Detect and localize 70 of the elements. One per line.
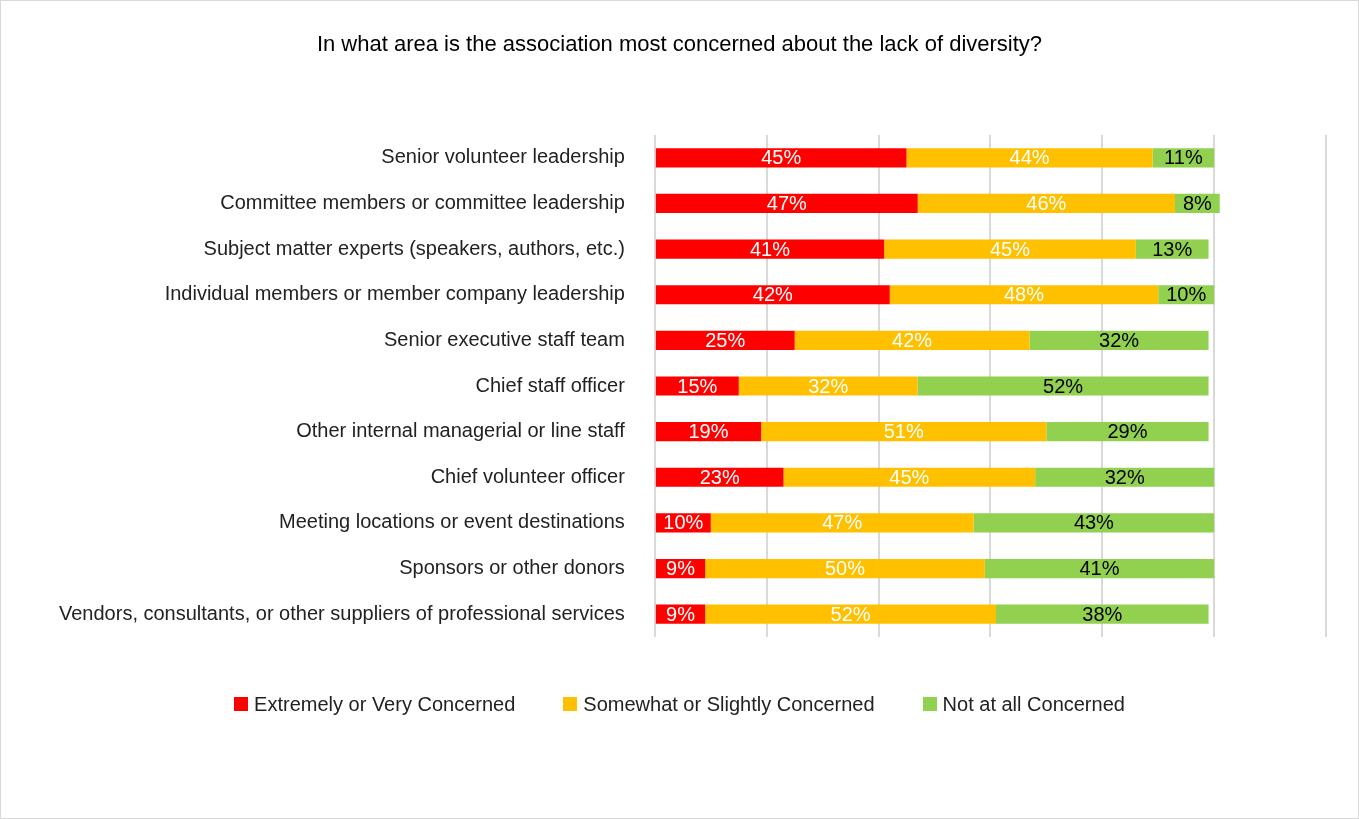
bar [705,558,985,579]
data-label: 42% [752,283,794,306]
data-label: 15% [677,374,718,397]
data-label: 38% [1082,602,1123,625]
data-label: 43% [1073,511,1115,534]
data-label: 19% [688,420,729,443]
data-label: 32% [1104,465,1145,488]
data-label: 47% [766,191,808,214]
data-label: 45% [989,237,1031,260]
bar [705,604,997,624]
data-label: 32% [1099,328,1140,351]
bar [1029,330,1209,350]
bar [655,285,890,305]
data-label: 41% [1079,557,1120,580]
bar [906,148,1153,168]
data-label: 23% [699,465,740,488]
y-tick-label: Individual members or member company leadership [164,282,625,305]
data-label: 32% [808,374,849,397]
data-label: 51% [883,420,924,443]
data-label: 50% [824,557,866,580]
data-label: 25% [705,328,746,351]
bar [889,285,1159,305]
y-tick-label: Meeting locations or event destinations [279,510,625,533]
data-label: 11% [1164,146,1203,169]
data-label: 41% [749,237,791,260]
y-tick-label: Chief staff officer [475,373,626,396]
data-label: 46% [1026,191,1067,214]
bar [761,422,1047,442]
y-tick-label: Subject matter experts (speakers, authors, etc.) [203,236,625,259]
data-label: 29% [1107,420,1148,443]
bar [1035,467,1215,487]
data-label: 9% [666,602,696,625]
bar [984,558,1215,579]
legend-label: Not at all Concerned [941,693,1125,716]
data-label: 10% [1166,283,1207,306]
y-tick-label: Chief volunteer officer [430,464,626,487]
data-label: 52% [1043,374,1084,397]
y-tick-label: Senior volunteer leadership [381,145,625,168]
y-tick-label: Vendors, consultants, or other suppliers of professional services [58,601,625,624]
data-label: 47% [822,511,863,534]
y-tick-label: Other internal managerial or line staff [296,419,626,442]
data-label: 45% [761,146,802,169]
y-tick-label: Senior executive staff team [383,327,625,350]
bar [884,239,1136,259]
data-label: 9% [666,557,696,580]
data-label: 45% [889,465,930,488]
bar [655,193,918,214]
bar [655,239,885,259]
bar [917,193,1175,214]
chart-title: In what area is the association most concerned about the lack of diversity? [315,31,1044,57]
data-label: 13% [1152,237,1193,260]
legend-label: Somewhat or Slightly Concerned [582,693,875,716]
data-label: 8% [1182,191,1213,214]
bar [710,513,974,533]
bar [973,513,1215,533]
data-label: 52% [830,602,871,625]
bar [917,376,1209,396]
data-label: 10% [663,511,704,534]
data-label: 42% [892,328,933,351]
data-label: 44% [1009,146,1050,169]
data-label: 48% [1003,283,1045,306]
legend-label: Extremely or Very Concerned [253,693,516,716]
bar [794,330,1030,350]
bar [738,376,918,396]
bar [783,467,1036,487]
y-tick-label: Committee members or committee leadership [220,190,625,213]
y-tick-label: Sponsors or other donors [399,556,625,579]
bar [1046,422,1209,442]
bar [655,148,907,168]
bar [996,604,1209,624]
